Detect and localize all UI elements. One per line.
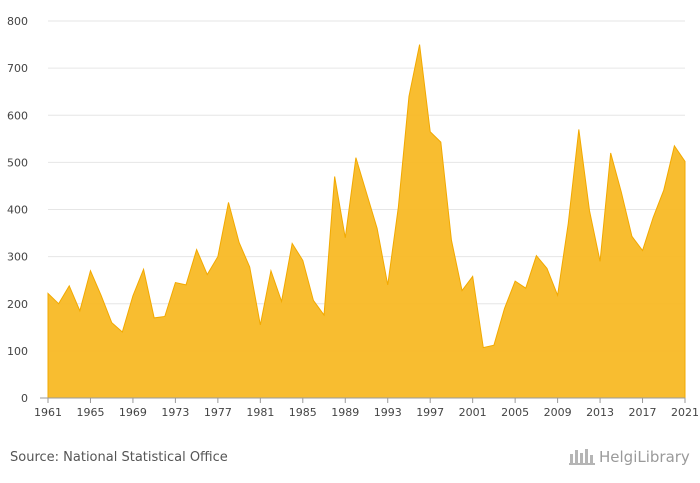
data-point [47,292,49,294]
data-point [68,285,70,287]
data-point [663,189,665,191]
data-point [121,331,123,333]
data-point [312,299,314,301]
data-point [174,281,176,283]
data-point [185,284,187,286]
x-tick-label: 1973 [161,406,189,419]
x-tick-label: 2001 [459,406,487,419]
brand-name: HelgiLibrary [599,448,690,466]
data-point [461,289,463,291]
y-tick-label: 0 [21,392,28,405]
data-point [503,307,505,309]
data-point [79,310,81,312]
data-point [684,160,686,162]
data-point [238,241,240,243]
data-point [323,314,325,316]
data-point [450,239,452,241]
x-tick-label: 1993 [374,406,402,419]
data-point [471,275,473,277]
data-point [217,255,219,257]
data-point [333,175,335,177]
data-point [631,235,633,237]
data-point [195,248,197,250]
data-point [259,324,261,326]
data-point [641,249,643,251]
data-point [365,192,367,194]
y-tick-label: 100 [7,345,28,358]
data-point [270,270,272,272]
helgi-library-logo-icon [569,449,595,465]
data-point [546,267,548,269]
x-tick-label: 2017 [629,406,657,419]
data-point [429,131,431,133]
data-point [387,284,389,286]
data-point [609,152,611,154]
x-tick-label: 2013 [586,406,614,419]
data-point [397,206,399,208]
x-tick-label: 1989 [331,406,359,419]
data-point [599,260,601,262]
x-tick-label: 1977 [204,406,232,419]
data-point [344,237,346,239]
x-tick-label: 2009 [544,406,572,419]
y-tick-label: 800 [7,15,28,28]
data-point [620,191,622,193]
data-point [355,156,357,158]
data-point [153,317,155,319]
data-point [100,294,102,296]
data-point [588,209,590,211]
data-point [206,273,208,275]
data-point [291,242,293,244]
data-point [440,141,442,143]
data-point [556,294,558,296]
data-point [132,295,134,297]
data-point [227,201,229,203]
data-point [376,227,378,229]
x-tick-label: 1985 [289,406,317,419]
data-point [652,216,654,218]
x-tick-label: 1969 [119,406,147,419]
source-note: Source: National Statistical Office [10,450,228,465]
y-tick-label: 400 [7,204,28,217]
data-point [514,280,516,282]
x-tick-label: 2005 [501,406,529,419]
data-point [578,128,580,130]
x-tick-label: 1997 [416,406,444,419]
x-tick-label: 1981 [246,406,274,419]
data-point [493,344,495,346]
y-tick-label: 600 [7,109,28,122]
data-point [408,95,410,97]
data-point [142,268,144,270]
data-point [89,270,91,272]
data-point [673,145,675,147]
data-point [111,321,113,323]
data-point [164,315,166,317]
data-point [57,303,59,305]
data-point [525,287,527,289]
data-point [567,222,569,224]
data-point [418,43,420,45]
data-point [249,266,251,268]
area-series [47,44,686,399]
y-tick-label: 200 [7,298,28,311]
data-point [535,254,537,256]
data-point [280,300,282,302]
y-tick-label: 700 [7,62,28,75]
brand-logo[interactable]: HelgiLibrary [569,448,690,466]
data-point [302,259,304,261]
y-tick-label: 300 [7,251,28,264]
x-tick-label: 2021 [671,406,699,419]
data-point [482,346,484,348]
x-tick-label: 1961 [34,406,62,419]
x-tick-label: 1965 [76,406,104,419]
y-tick-label: 500 [7,156,28,169]
